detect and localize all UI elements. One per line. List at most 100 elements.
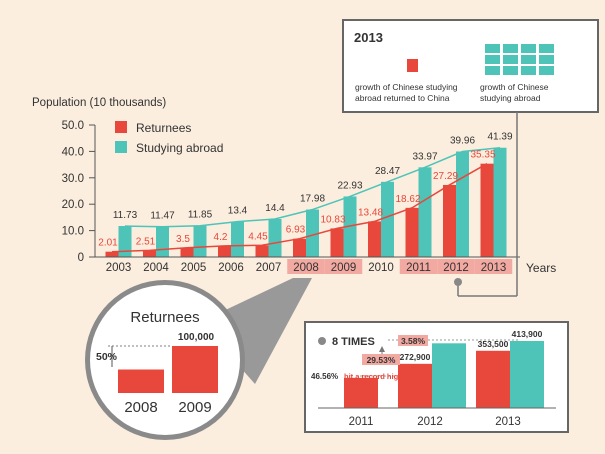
bar-returnees-2004 xyxy=(143,250,156,257)
legend-swatch-abroad xyxy=(115,141,127,153)
zoom-bar-2009 xyxy=(172,346,218,393)
legend-2013-abroad-cell xyxy=(521,66,536,75)
x-tick-2008: 2008 xyxy=(293,262,319,274)
detail-annotations: 3.58% 29.53% 46.56% hit a record high xyxy=(311,335,520,381)
label-abroad-2009: 22.93 xyxy=(337,180,362,191)
detail-x-label-2011: 2011 xyxy=(349,416,374,428)
label-abroad-2010: 28.47 xyxy=(375,166,400,177)
y-ticks: 0 10.0 20.0 30.0 40.0 50.0 xyxy=(62,120,95,264)
x-tick-2006: 2006 xyxy=(218,262,244,274)
pct-2013-label: 3.58% xyxy=(401,336,426,346)
y-tick-label: 0 xyxy=(78,252,84,264)
bar-abroad-2003 xyxy=(118,226,132,257)
zoom-value-label: 100,000 xyxy=(178,332,215,343)
record-high-label: hit a record high xyxy=(344,372,403,381)
label-abroad-2013: 41.39 xyxy=(487,132,512,143)
detail-label-abroad-2013: 413,900 xyxy=(512,329,543,339)
connector-right xyxy=(454,112,518,297)
year-highlight-2012 xyxy=(437,259,475,274)
x-tick-2013: 2013 xyxy=(481,262,507,274)
label-returnees-2011: 18.62 xyxy=(395,194,420,205)
legend-2013-abroad-grid xyxy=(485,44,554,75)
bar-abroad-2011 xyxy=(418,167,432,257)
legend-2013-abroad-text-1: growth of Chinese xyxy=(480,82,549,92)
zoom-x-label-2009: 2009 xyxy=(178,399,211,416)
detail-title: 8 TIMES xyxy=(332,336,375,348)
year-highlight-2009 xyxy=(324,259,363,274)
legend-2013-abroad-cell xyxy=(485,55,500,64)
x-tick-2010: 2010 xyxy=(368,262,394,274)
detail-bar-returnees-2013 xyxy=(476,350,510,408)
y-tick-label: 30.0 xyxy=(62,173,84,185)
bar-returnees-2008 xyxy=(293,238,306,257)
x-ticks: 2003 2004 2005 2006 2007 2008 2009 2010 2011 2012… xyxy=(106,262,507,274)
legend-2013-title: 2013 xyxy=(354,30,383,45)
x-tick-2004: 2004 xyxy=(143,262,169,274)
x-axis-label: Years xyxy=(526,261,556,275)
bar-returnees-2013 xyxy=(480,163,494,257)
bar-returnees-2011 xyxy=(405,207,419,257)
x-tick-2011: 2011 xyxy=(406,262,431,274)
legend-2013-returnees-text-1: growth of Chinese studying xyxy=(355,82,458,92)
bar-abroad-2013 xyxy=(493,147,507,257)
legend-2013-abroad-cell xyxy=(503,66,518,75)
bar-returnees-2006 xyxy=(218,245,231,257)
zoom-bars: 2008 2009 xyxy=(118,346,218,416)
y-tick-label: 20.0 xyxy=(62,199,84,211)
legend-2013-abroad-cell xyxy=(485,66,500,75)
zoom-title: Returnees xyxy=(130,309,199,326)
label-abroad-2012: 39.96 xyxy=(450,136,475,147)
x-tick-2005: 2005 xyxy=(181,262,207,274)
label-returnees-2009: 10.83 xyxy=(320,214,345,225)
bar-returnees-2007 xyxy=(255,245,269,257)
label-returnees-2012: 27.29 xyxy=(433,171,458,182)
legend-2013-panel: 2013 growth of Chinese studying abroad r… xyxy=(342,19,599,113)
year-highlight-2011 xyxy=(399,259,438,274)
legend-2013-abroad-cell xyxy=(521,55,536,64)
legend-label-returnees: Returnees xyxy=(136,121,191,135)
y-tick-label: 10.0 xyxy=(62,226,84,238)
detail-label-returnees-2013: 353,500 xyxy=(478,339,509,349)
legend-swatch-returnees xyxy=(115,121,127,133)
x-tick-2003: 2003 xyxy=(106,262,132,274)
label-abroad-2006: 13.4 xyxy=(228,206,248,217)
legend-2013-abroad-cell xyxy=(485,44,500,53)
legend-2013-returnees-text-2: abroad returned to China xyxy=(355,93,450,103)
trend-lines xyxy=(111,146,501,253)
label-returnees-2006: 4.2 xyxy=(214,232,228,243)
legend-2013-abroad-cell xyxy=(539,55,554,64)
detail-bar-returnees-2012 xyxy=(398,363,432,408)
bar-returnees-2005 xyxy=(180,247,194,257)
bar-returnees-2009 xyxy=(330,228,344,257)
bar-returnees-2010 xyxy=(368,221,381,257)
year-highlights xyxy=(287,259,513,274)
label-abroad-2005: 11.85 xyxy=(188,210,213,221)
detail-bar-abroad-2012 xyxy=(432,343,466,408)
label-returnees-2010: 13.48 xyxy=(358,207,383,218)
label-abroad-2004: 11.47 xyxy=(150,211,175,222)
bar-abroad-2004 xyxy=(156,226,169,257)
y-axis-label: Population (10 thousands) xyxy=(32,97,166,109)
detail-bar-abroad-2013 xyxy=(510,341,544,408)
label-abroad-2003: 11.73 xyxy=(113,210,138,221)
label-returnees-2005: 3.5 xyxy=(176,234,190,245)
pct-2011-label: 46.56% xyxy=(311,372,338,381)
x-tick-2009: 2009 xyxy=(331,262,357,274)
legend-label-abroad: Studying abroad xyxy=(136,141,223,155)
label-returnees-2004: 2.51 xyxy=(136,236,156,247)
bar-abroad-2007 xyxy=(268,218,282,257)
main-value-labels: 11.73 2.01 11.47 2.51 11.85 3.5 13.4 4.2 14.4 4.4… xyxy=(98,132,513,249)
zoom-x-label-2008: 2008 xyxy=(124,399,157,416)
detail-x-label-2013: 2013 xyxy=(495,416,521,428)
year-highlight-2013 xyxy=(474,259,513,274)
legend-2013-abroad-cell xyxy=(539,66,554,75)
legend-2013-abroad-text-2: studying abroad xyxy=(480,93,541,103)
label-abroad-2007: 14.4 xyxy=(265,203,285,214)
zoom-bar-2008 xyxy=(118,369,164,393)
label-returnees-2008: 6.93 xyxy=(286,225,306,236)
label-abroad-2008: 17.98 xyxy=(300,194,325,205)
legend-2013-returnees-swatch xyxy=(407,59,418,72)
label-abroad-2011: 33.97 xyxy=(412,151,437,162)
year-highlight-2008 xyxy=(287,259,325,274)
